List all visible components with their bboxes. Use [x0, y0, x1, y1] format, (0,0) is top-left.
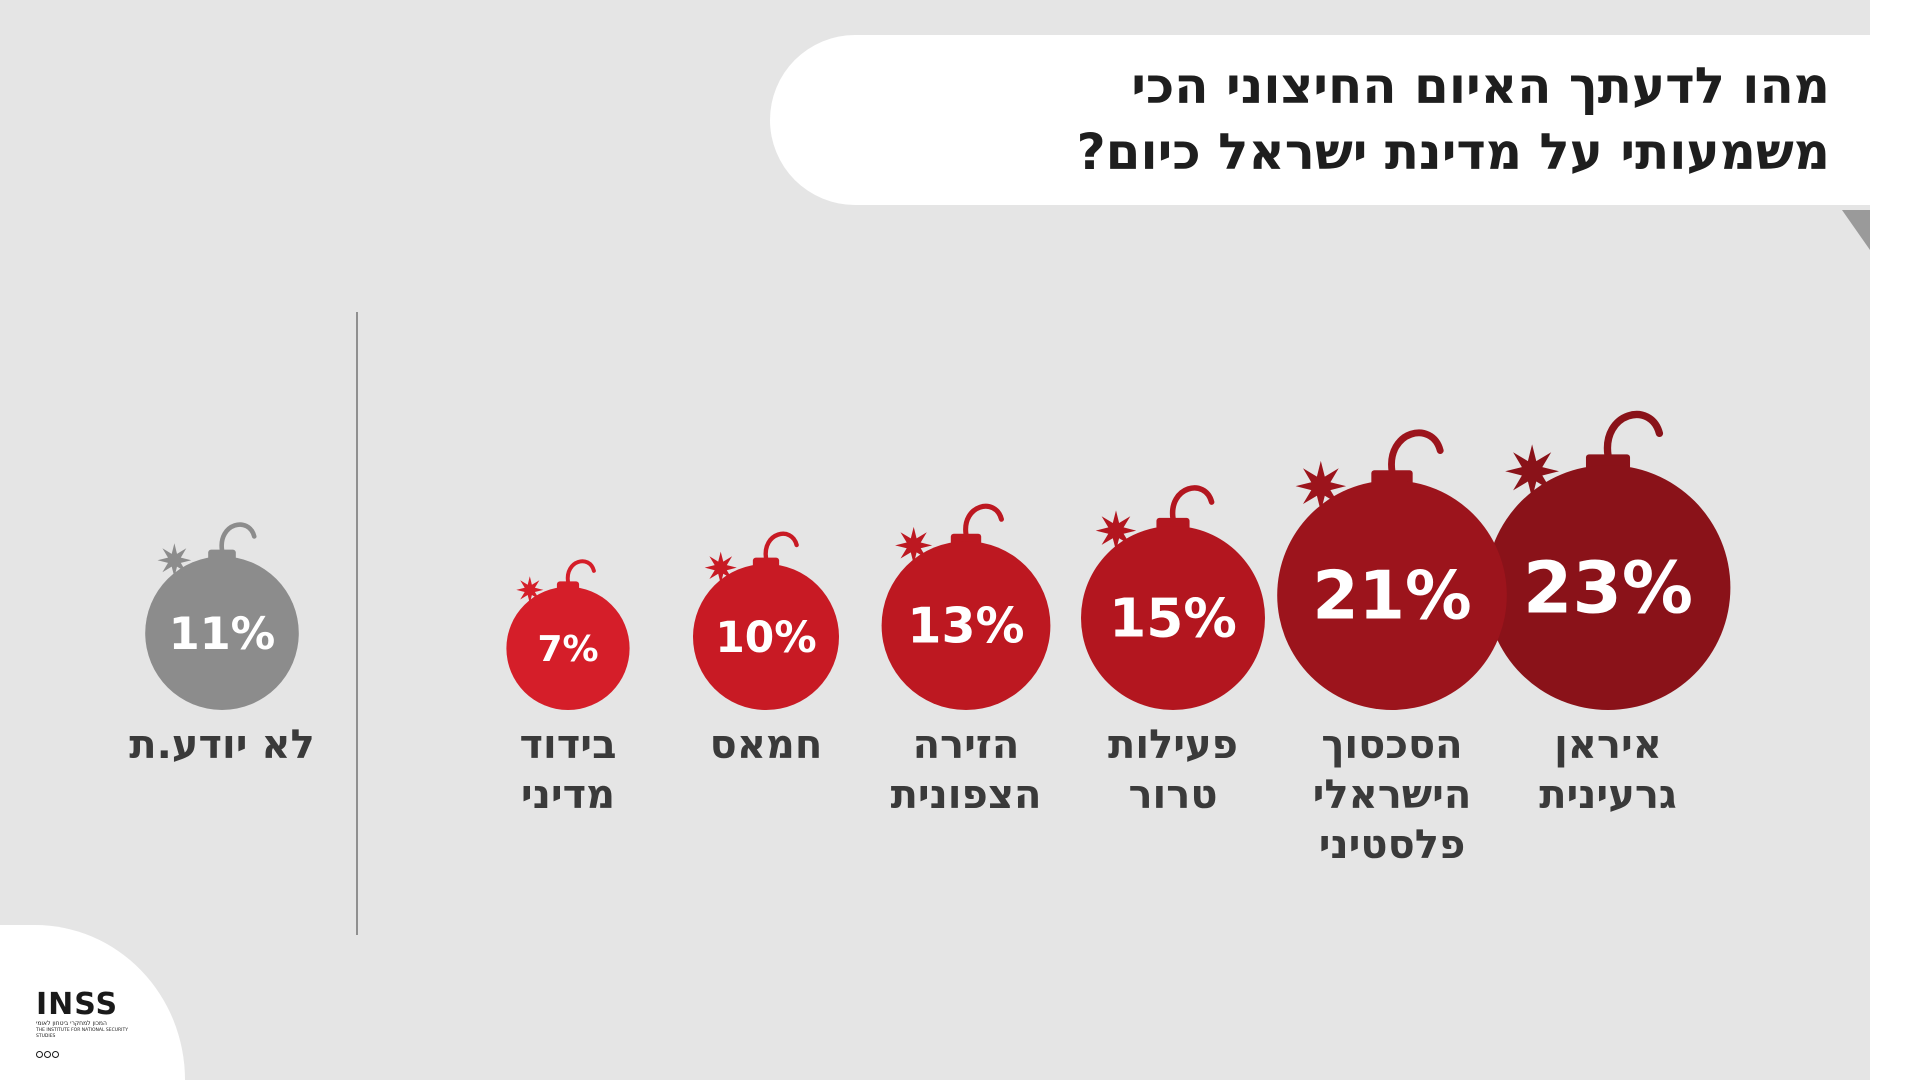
title-box-tail [1842, 210, 1870, 250]
bomb-value-item-6: 7% [537, 629, 598, 670]
bomb-body-item-6 [506, 586, 630, 711]
bomb-value-item-5: 10% [715, 613, 816, 662]
bomb-label-item-2-line-1: הסכסוך [1321, 722, 1462, 768]
bomb-label-item-2-line-2: הישראלי [1313, 772, 1472, 818]
bomb-fuse-item-1 [1603, 410, 1664, 460]
logo-hebrew-name: המכון למחקרי ביטחון לאומי [36, 1020, 107, 1027]
bomb-label-item-3-line-1: פעילות [1108, 722, 1238, 768]
bomb-body-item-5 [693, 564, 839, 710]
bomb-fuse-item-6 [565, 559, 596, 584]
bomb-label-item-5-line-1: חמאס [710, 722, 823, 768]
bomb-label-item-4-line-1: הזירה [913, 722, 1020, 768]
bomb-body-item-3 [1081, 526, 1265, 710]
bomb-label-item-6-line-2: מדיני [521, 772, 615, 818]
bomb-label-item-1-line-1: איראן [1554, 722, 1662, 768]
bomb-label-item-3-line-2: טרור [1128, 772, 1217, 818]
bomb-fuse-item-3 [1170, 485, 1215, 522]
bomb-label-item-4-line-2: הצפונית [891, 772, 1042, 818]
bomb-dont-know: 11% לא יודע.ת [129, 522, 315, 768]
logo-english-name: THE INSTITUTE FOR NATIONAL SECURITY STUD… [36, 1028, 128, 1039]
bomb-value-item-1: 23% [1523, 546, 1693, 629]
bomb-fuse-dont-know [219, 522, 257, 553]
bomb-label-item-2-line-3: פלסטיני [1319, 822, 1466, 868]
bomb-value-item-2: 21% [1312, 557, 1471, 635]
bomb-body-dont-know [145, 556, 299, 710]
bomb-body-item-4 [881, 541, 1051, 710]
chart-title-line-1: מהו לדעתך האיום החיצוני הכי [1131, 57, 1830, 115]
inss-logo: INSS המכון למחקרי ביטחון לאומי THE INSTI… [36, 987, 146, 1058]
bomb-fuse-item-2 [1388, 429, 1444, 475]
chart-title-line-2: משמעותי על מדינת ישראל כיום? [1076, 123, 1830, 181]
bomb-body-item-2 [1277, 480, 1507, 710]
bomb-value-item-3: 15% [1109, 587, 1237, 650]
bomb-label-item-1-line-2: גרעינית [1539, 772, 1677, 818]
logo-wordmark: INSS [36, 987, 119, 1022]
bomb-item-5: 10% חמאס [693, 531, 839, 768]
bomb-fuse-item-4 [963, 503, 1004, 537]
bomb-fuse-item-5 [763, 531, 799, 561]
bomb-body-item-1 [1485, 465, 1731, 710]
bomb-value-dont-know: 11% [169, 608, 276, 660]
bomb-label-dont-know-line-1: לא יודע.ת [129, 722, 314, 768]
bomb-value-item-4: 13% [907, 598, 1024, 655]
title-box: מהו לדעתך האיום החיצוני הכי משמעותי על מ… [770, 35, 1890, 205]
bomb-label-item-6-line-1: בידוד [520, 722, 617, 768]
logo-circles-icon [36, 1043, 146, 1058]
